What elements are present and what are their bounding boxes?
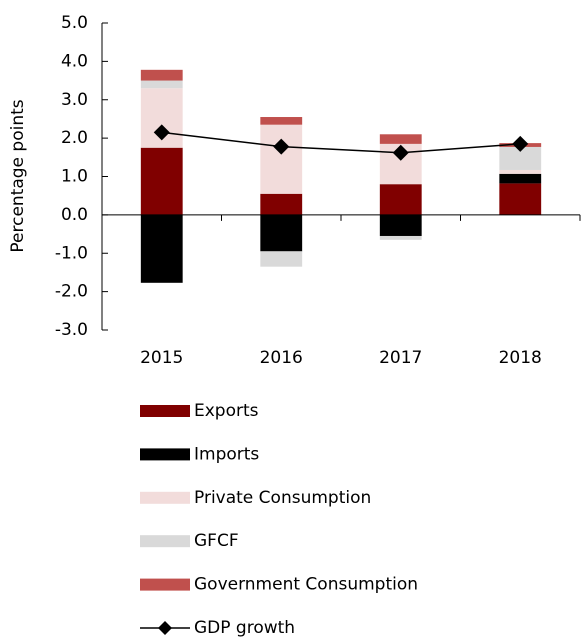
bar-segment [379,214,422,236]
line-marker [273,138,290,155]
y-tick-label: 4.0 [61,51,88,71]
bar-segment [260,117,303,125]
legend-swatch [140,491,190,504]
legend-label: Imports [194,444,259,464]
legend-swatch [140,578,190,591]
line-marker [392,144,409,161]
bar-segment [379,134,422,144]
x-tick-label: 2018 [499,348,542,368]
legend-label: GDP growth [194,618,295,638]
bar-segment [260,251,303,267]
legend-marker [158,621,172,635]
y-axis-label: Percentage points [8,99,28,252]
bar-segment [260,214,303,252]
legend-label: Government Consumption [194,575,418,595]
legend-swatch [140,535,190,548]
bar-segment [499,173,542,184]
legend-label: Private Consumption [194,488,371,508]
y-tick-label: 2.0 [61,128,88,148]
line-series [161,131,521,154]
y-tick-label: -1.0 [55,243,88,263]
bar-segment [140,80,183,89]
bar-segment [140,214,183,283]
bar-segment [260,193,303,215]
legend-swatch [140,448,190,461]
bar-segment [140,69,183,81]
legend-label: Exports [194,401,259,421]
x-tick-label: 2016 [260,348,303,368]
line-marker [153,124,170,141]
legend-label: GFCF [194,531,239,551]
y-tick-label: 0.0 [61,205,88,225]
x-tick-label: 2015 [140,348,183,368]
y-tick-label: -2.0 [55,282,88,302]
line-marker [512,135,529,152]
bar-segment [260,124,303,194]
y-tick-label: 1.0 [61,167,88,187]
bar-segment [379,235,422,240]
bar-segment [499,169,542,174]
y-tick-label: 5.0 [61,13,88,33]
bar-segment [140,147,183,215]
y-tick-label: 3.0 [61,90,88,110]
bar-segment [499,146,542,170]
legend-swatch [140,405,190,417]
bar-segment [379,184,422,215]
bar-segment [499,183,542,215]
x-tick-label: 2017 [379,348,422,368]
y-tick-label: -3.0 [55,320,88,340]
